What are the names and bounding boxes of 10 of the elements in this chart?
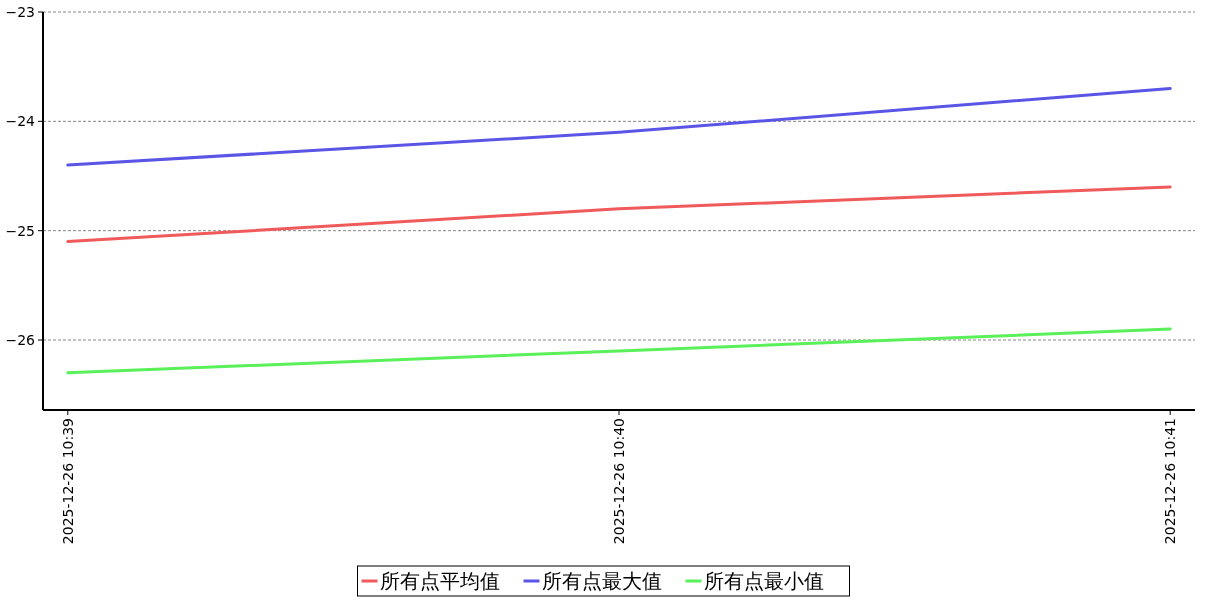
x-tick-label: 2025-12-26 10:39 bbox=[59, 418, 76, 545]
legend-label: 所有点平均值 bbox=[379, 569, 500, 593]
legend-label: 所有点最大值 bbox=[541, 569, 662, 593]
y-tick-label: −26 bbox=[5, 331, 36, 348]
legend-label: 所有点最小值 bbox=[703, 569, 824, 593]
x-tick-label: 2025-12-26 10:41 bbox=[1162, 418, 1179, 545]
x-tick-label: 2025-12-26 10:40 bbox=[610, 418, 627, 545]
y-tick-label: −25 bbox=[5, 222, 35, 239]
y-tick-label: −23 bbox=[5, 3, 35, 20]
y-tick-label: −24 bbox=[5, 113, 36, 130]
